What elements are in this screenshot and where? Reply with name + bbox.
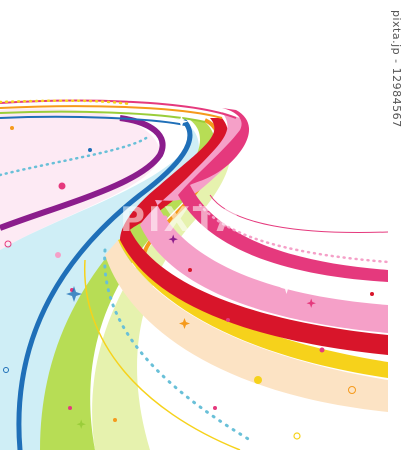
yellow-band xyxy=(118,235,388,378)
blue-curve xyxy=(16,119,193,450)
dotted-curve-teal xyxy=(103,248,252,442)
top-wisp-3 xyxy=(0,110,206,123)
image-id-label: pixta.jp - 12984567 xyxy=(390,10,403,128)
dotted-curve-pink xyxy=(198,203,390,264)
top-wisp-2 xyxy=(0,105,223,119)
top-wisp-4 xyxy=(0,115,186,126)
red-band xyxy=(120,118,388,355)
peach-band xyxy=(105,240,388,412)
dotted-curve-top xyxy=(0,99,132,106)
green-band xyxy=(40,120,216,450)
magenta-band xyxy=(178,108,388,282)
purple-curve xyxy=(0,115,166,231)
sparkles xyxy=(3,115,374,440)
thin-pink-line xyxy=(209,194,389,233)
thin-yellow-line xyxy=(84,259,241,450)
pink-band xyxy=(140,112,388,333)
